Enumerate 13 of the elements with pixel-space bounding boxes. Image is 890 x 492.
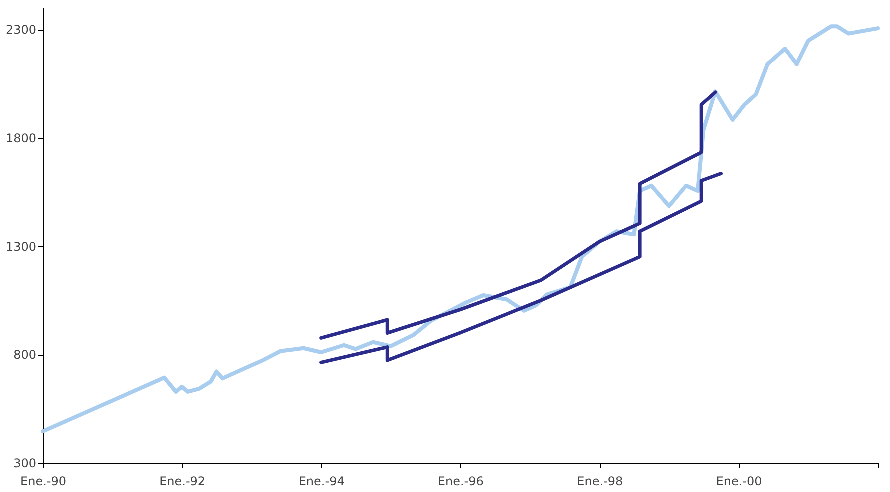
x-tick-label: Ene.-94 xyxy=(298,474,345,488)
y-tick-label: 800 xyxy=(14,348,36,362)
y-tick-label: 1300 xyxy=(6,240,36,254)
x-tick-label: Ene.-92 xyxy=(160,474,206,488)
x-tick-label: Ene.-96 xyxy=(438,474,484,488)
y-tick-label: 1800 xyxy=(6,132,36,146)
y-tick-label: 2300 xyxy=(6,23,36,38)
x-tick-label: Ene.-98 xyxy=(577,474,624,488)
x-tick-label: Ene.-90 xyxy=(20,474,66,488)
line-series xyxy=(320,90,718,340)
x-tick-label: Ene.-00 xyxy=(716,474,762,488)
line-series xyxy=(320,172,723,364)
y-tick-label: 300 xyxy=(14,456,36,470)
